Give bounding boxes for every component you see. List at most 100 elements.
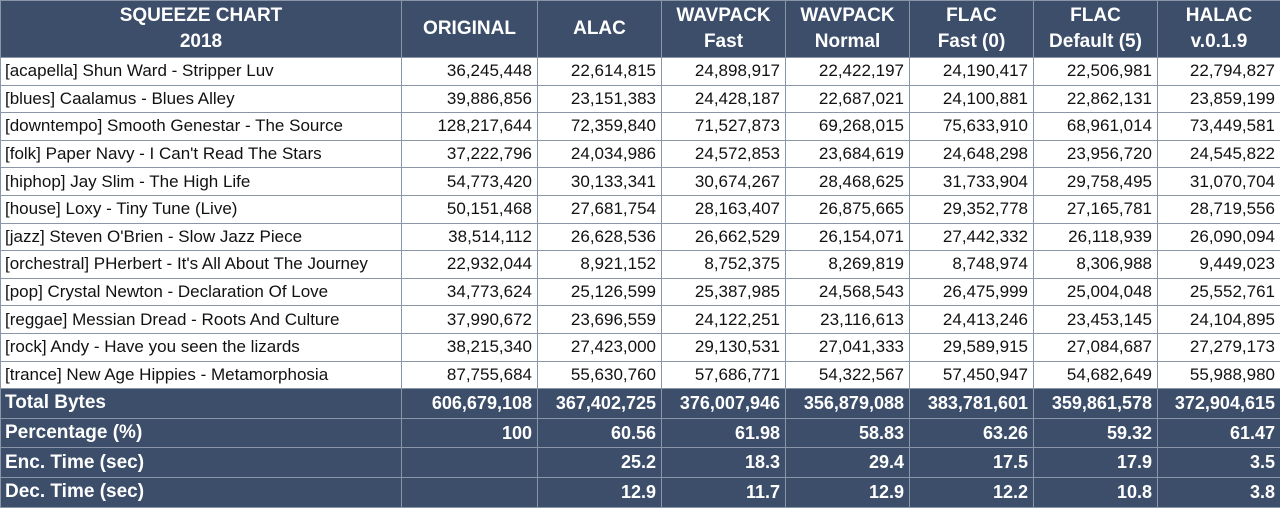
- summary-value-cell-flac_default: 59.32: [1034, 418, 1158, 448]
- value-cell-wavpack_fast: 57,686,771: [662, 361, 786, 389]
- value-cell-halac: 28,719,556: [1158, 195, 1280, 223]
- value-cell-flac_fast: 31,733,904: [910, 168, 1034, 196]
- value-cell-flac_fast: 27,442,332: [910, 223, 1034, 251]
- value-cell-wavpack_normal: 26,154,071: [786, 223, 910, 251]
- value-cell-alac: 27,423,000: [538, 333, 662, 361]
- value-cell-flac_default: 25,004,048: [1034, 278, 1158, 306]
- column-header-line: ALAC: [540, 16, 659, 42]
- summary-label-cell: Percentage (%): [1, 418, 402, 448]
- value-cell-alac: 24,034,986: [538, 140, 662, 168]
- track-name-cell: [blues] Caalamus - Blues Alley: [1, 85, 402, 113]
- value-cell-wavpack_fast: 28,163,407: [662, 195, 786, 223]
- value-cell-alac: 23,696,559: [538, 306, 662, 334]
- table-row: [trance] New Age Hippies - Metamorphosia…: [1, 361, 1280, 389]
- summary-value-cell-wavpack_normal: 12.9: [786, 477, 910, 507]
- table-row: [folk] Paper Navy - I Can't Read The Sta…: [1, 140, 1280, 168]
- value-cell-halac: 24,104,895: [1158, 306, 1280, 334]
- summary-value-cell-wavpack_normal: 58.83: [786, 418, 910, 448]
- value-cell-halac: 31,070,704: [1158, 168, 1280, 196]
- column-header-line: FLAC: [912, 3, 1031, 29]
- track-name-cell: [rock] Andy - Have you seen the lizards: [1, 333, 402, 361]
- summary-value-cell-flac_fast: 383,781,601: [910, 389, 1034, 419]
- value-cell-flac_default: 8,306,988: [1034, 251, 1158, 279]
- value-cell-wavpack_normal: 24,568,543: [786, 278, 910, 306]
- value-cell-alac: 25,126,599: [538, 278, 662, 306]
- value-cell-original: 37,990,672: [402, 306, 538, 334]
- summary-value-cell-alac: 60.56: [538, 418, 662, 448]
- summary-value-cell-wavpack_fast: 376,007,946: [662, 389, 786, 419]
- value-cell-flac_fast: 29,352,778: [910, 195, 1034, 223]
- value-cell-original: 128,217,644: [402, 113, 538, 141]
- value-cell-halac: 26,090,094: [1158, 223, 1280, 251]
- value-cell-flac_default: 23,453,145: [1034, 306, 1158, 334]
- value-cell-wavpack_normal: 28,468,625: [786, 168, 910, 196]
- value-cell-flac_default: 68,961,014: [1034, 113, 1158, 141]
- summary-value-cell-flac_fast: 63.26: [910, 418, 1034, 448]
- value-cell-flac_fast: 26,475,999: [910, 278, 1034, 306]
- summary-value-cell-halac: 3.5: [1158, 448, 1280, 478]
- value-cell-wavpack_normal: 54,322,567: [786, 361, 910, 389]
- value-cell-wavpack_fast: 30,674,267: [662, 168, 786, 196]
- value-cell-wavpack_normal: 22,687,021: [786, 85, 910, 113]
- summary-value-cell-halac: 61.47: [1158, 418, 1280, 448]
- summary-label-cell: Enc. Time (sec): [1, 448, 402, 478]
- value-cell-flac_fast: 29,589,915: [910, 333, 1034, 361]
- summary-value-cell-wavpack_fast: 11.7: [662, 477, 786, 507]
- summary-value-cell-original: 100: [402, 418, 538, 448]
- summary-value-cell-original: [402, 448, 538, 478]
- column-header-line: Fast: [664, 29, 783, 55]
- value-cell-original: 87,755,684: [402, 361, 538, 389]
- summary-value-cell-original: [402, 477, 538, 507]
- column-header-original: ORIGINAL: [402, 1, 538, 58]
- value-cell-alac: 27,681,754: [538, 195, 662, 223]
- summary-value-cell-alac: 367,402,725: [538, 389, 662, 419]
- table-row: [reggae] Messian Dread - Roots And Cultu…: [1, 306, 1280, 334]
- column-header-line: Default (5): [1036, 29, 1155, 55]
- column-header-alac: ALAC: [538, 1, 662, 58]
- value-cell-flac_default: 26,118,939: [1034, 223, 1158, 251]
- column-header-line: WAVPACK: [788, 3, 907, 29]
- value-cell-alac: 23,151,383: [538, 85, 662, 113]
- value-cell-halac: 73,449,581: [1158, 113, 1280, 141]
- summary-value-cell-wavpack_fast: 18.3: [662, 448, 786, 478]
- value-cell-original: 37,222,796: [402, 140, 538, 168]
- value-cell-flac_fast: 57,450,947: [910, 361, 1034, 389]
- summary-value-cell-flac_default: 359,861,578: [1034, 389, 1158, 419]
- summary-label-cell: Dec. Time (sec): [1, 477, 402, 507]
- value-cell-original: 38,215,340: [402, 333, 538, 361]
- table-row: [orchestral] PHerbert - It's All About T…: [1, 251, 1280, 279]
- value-cell-wavpack_normal: 26,875,665: [786, 195, 910, 223]
- value-cell-flac_fast: 24,413,246: [910, 306, 1034, 334]
- summary-value-cell-alac: 25.2: [538, 448, 662, 478]
- summary-value-cell-flac_fast: 17.5: [910, 448, 1034, 478]
- value-cell-wavpack_fast: 29,130,531: [662, 333, 786, 361]
- value-cell-original: 50,151,468: [402, 195, 538, 223]
- summary-value-cell-original: 606,679,108: [402, 389, 538, 419]
- summary-value-cell-alac: 12.9: [538, 477, 662, 507]
- value-cell-wavpack_normal: 23,116,613: [786, 306, 910, 334]
- value-cell-original: 54,773,420: [402, 168, 538, 196]
- value-cell-original: 22,932,044: [402, 251, 538, 279]
- value-cell-flac_default: 23,956,720: [1034, 140, 1158, 168]
- value-cell-flac_default: 22,862,131: [1034, 85, 1158, 113]
- table-title-line: SQUEEZE CHART: [3, 3, 399, 29]
- track-name-cell: [folk] Paper Navy - I Can't Read The Sta…: [1, 140, 402, 168]
- value-cell-wavpack_fast: 24,122,251: [662, 306, 786, 334]
- column-header-line: Fast (0): [912, 29, 1031, 55]
- value-cell-halac: 25,552,761: [1158, 278, 1280, 306]
- value-cell-flac_default: 27,165,781: [1034, 195, 1158, 223]
